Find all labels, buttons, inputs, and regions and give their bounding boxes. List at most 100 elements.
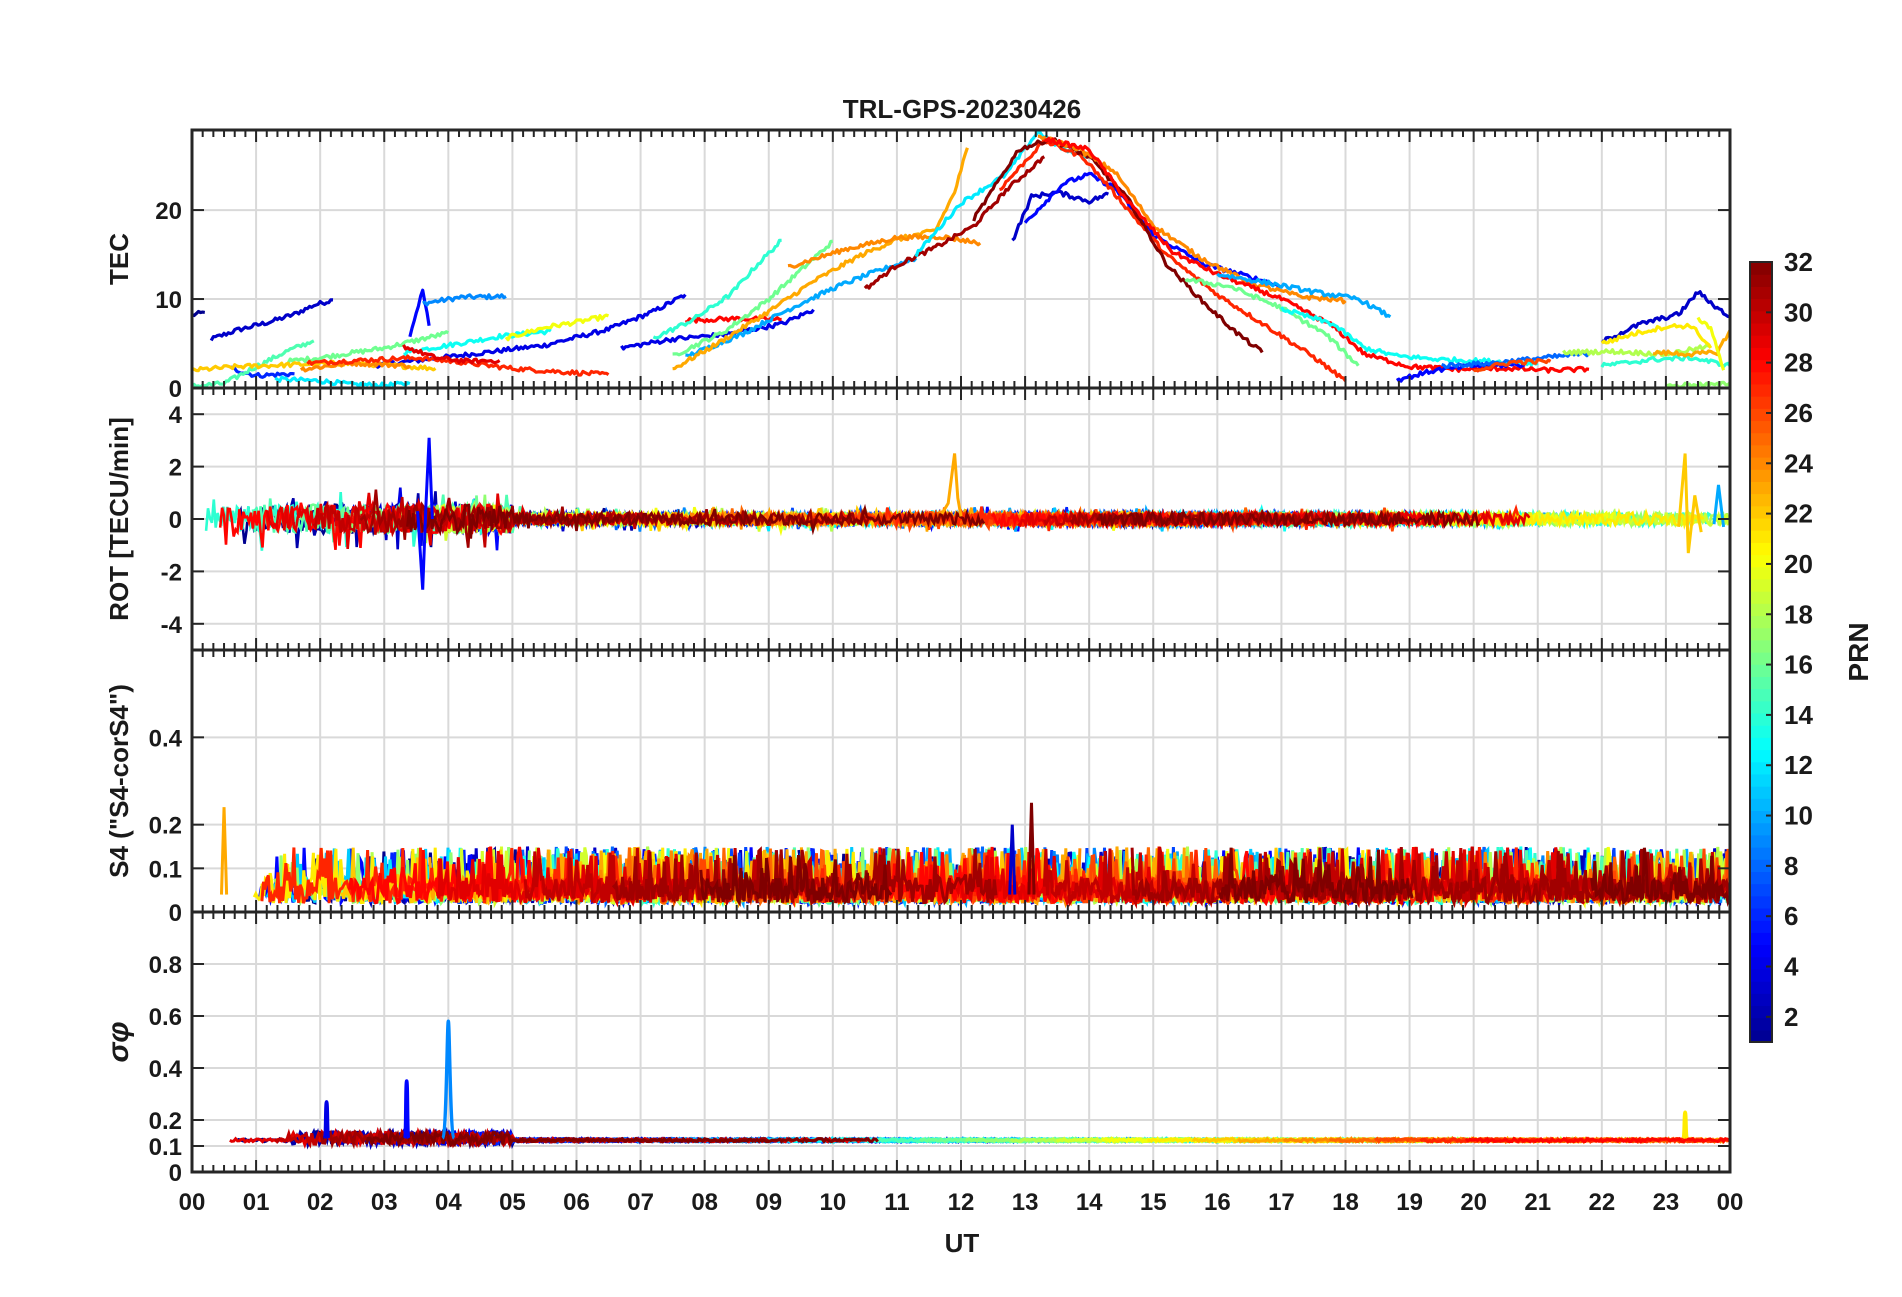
tec-series-prn-1 [192, 309, 206, 318]
s4-y-tick-label: 0.1 [149, 856, 182, 883]
colorbar-step [1750, 798, 1772, 812]
colorbar-step [1750, 822, 1772, 836]
tec-series-prn-26 [1473, 358, 1552, 373]
colorbar-step [1750, 505, 1772, 519]
colorbar-step [1750, 457, 1772, 470]
colorbar-step [1750, 993, 1772, 1007]
colorbar-step [1750, 274, 1772, 287]
colorbar-step [1750, 895, 1772, 909]
sigma_phi-x-ticks [191, 912, 1731, 1172]
colorbar-tick-label: 8 [1784, 851, 1798, 881]
colorbar-step [1750, 810, 1772, 824]
colorbar-step [1750, 542, 1772, 556]
rot-y-tick-label: -2 [161, 559, 182, 586]
rot-data [204, 437, 1730, 590]
tec-series-prn-24 [1037, 134, 1347, 305]
tec-series-prn-20 [1696, 316, 1726, 371]
figure-title: TRL-GPS-20230426 [843, 94, 1081, 124]
colorbar-tick-label: 10 [1784, 801, 1813, 831]
tec-series-prn-15 [192, 339, 315, 388]
rot-series-prn-32-b [1096, 508, 1481, 530]
tec-series-prn-16 [672, 239, 834, 357]
x-tick-label: 14 [1076, 1189, 1103, 1216]
x-axis-label: UT [945, 1228, 980, 1258]
x-tick-label: 13 [1012, 1189, 1039, 1216]
s4-y-tick-label: 0.2 [149, 813, 182, 840]
sigma_phi-y-axis-label: σφ [102, 1021, 135, 1062]
tec-series-prn-23 [1653, 329, 1730, 358]
rot-y-tick-label: 2 [169, 455, 182, 482]
x-tick-label: 05 [499, 1189, 526, 1216]
s4-peak-prn-32 [1027, 802, 1036, 895]
colorbar-step [1750, 396, 1772, 409]
colorbar-tick-label: 18 [1784, 599, 1813, 629]
colorbar-step [1750, 932, 1772, 946]
rot-x-ticks [191, 388, 1731, 650]
colorbar-step [1750, 408, 1772, 422]
sigma-peak-prn-21 [1681, 1110, 1689, 1139]
colorbar-step [1750, 981, 1772, 994]
colorbar-step [1750, 432, 1772, 446]
tec-series-prn-3 [209, 298, 334, 342]
colorbar-step [1750, 725, 1772, 738]
tec-series-prn-14 [1600, 354, 1730, 369]
sigma_phi-data [229, 1019, 1730, 1151]
s4-series-prn-30 [1042, 846, 1367, 910]
colorbar-tick-label: 16 [1784, 650, 1813, 680]
s4-series-prn-32 [699, 854, 893, 908]
tec-series-prn-10 [1216, 272, 1392, 319]
tec-series-prn-28 [1043, 136, 1590, 374]
colorbar-step [1750, 700, 1772, 714]
colorbar-step [1750, 469, 1772, 482]
tec-series-prn-22 [192, 359, 437, 373]
colorbar-step [1750, 493, 1772, 507]
x-tick-label: 19 [1396, 1189, 1423, 1216]
s4-peak-prn-3 [1008, 824, 1017, 895]
rot-y-tick-label: -4 [161, 612, 183, 639]
colorbar-label: PRN [1843, 622, 1874, 681]
tec-series-prn-31 [863, 155, 1046, 290]
colorbar-step [1750, 359, 1772, 373]
tec-series-prn-9 [422, 293, 507, 307]
colorbar-step [1750, 627, 1772, 641]
colorbar-step [1750, 1005, 1772, 1019]
tec-series-prn-23 [672, 147, 969, 371]
x-tick-label: 22 [1588, 1189, 1615, 1216]
colorbar-step [1750, 834, 1772, 848]
rot-spike-prn-10 [1712, 484, 1726, 528]
colorbar-step [1750, 883, 1772, 897]
tec-series-prn-21 [1600, 322, 1713, 349]
colorbar-tick-label: 12 [1784, 750, 1813, 780]
colorbar-step [1750, 591, 1772, 604]
colorbar-step [1750, 347, 1772, 361]
sigma_phi-y-tick-label: 0.2 [149, 1108, 182, 1135]
colorbar-step [1750, 383, 1772, 397]
colorbar-step [1750, 968, 1772, 982]
sigma_phi-y-tick-label: 0 [169, 1160, 182, 1187]
tec-series-prn-12 [274, 375, 411, 388]
colorbar-step [1750, 956, 1772, 970]
rot-series-prn-32 [406, 503, 986, 539]
sigma_phi-y-tick-label: 0.4 [149, 1056, 183, 1083]
sigma_phi-grid [192, 912, 1730, 1172]
rot-y-axis-label: ROT [TECU/min] [104, 417, 134, 621]
colorbar-step [1750, 444, 1772, 458]
colorbar-tick-label: 2 [1784, 1002, 1798, 1032]
sigma-series-prn-32 [364, 1128, 879, 1149]
colorbar-step [1750, 859, 1772, 872]
x-tick-label: 23 [1653, 1189, 1680, 1216]
colorbar-step [1750, 920, 1772, 933]
colorbar-step [1750, 481, 1772, 495]
colorbar-step [1750, 322, 1772, 336]
colorbar-step [1750, 420, 1772, 434]
colorbar-step [1750, 712, 1772, 726]
tec-series-prn-18 [1562, 343, 1711, 357]
tec-series-prn-3 [1011, 189, 1109, 242]
colorbar-step [1750, 786, 1772, 799]
s4-peak-prn-23 [219, 807, 229, 895]
x-tick-label: 12 [948, 1189, 975, 1216]
colorbar-step [1750, 773, 1772, 787]
